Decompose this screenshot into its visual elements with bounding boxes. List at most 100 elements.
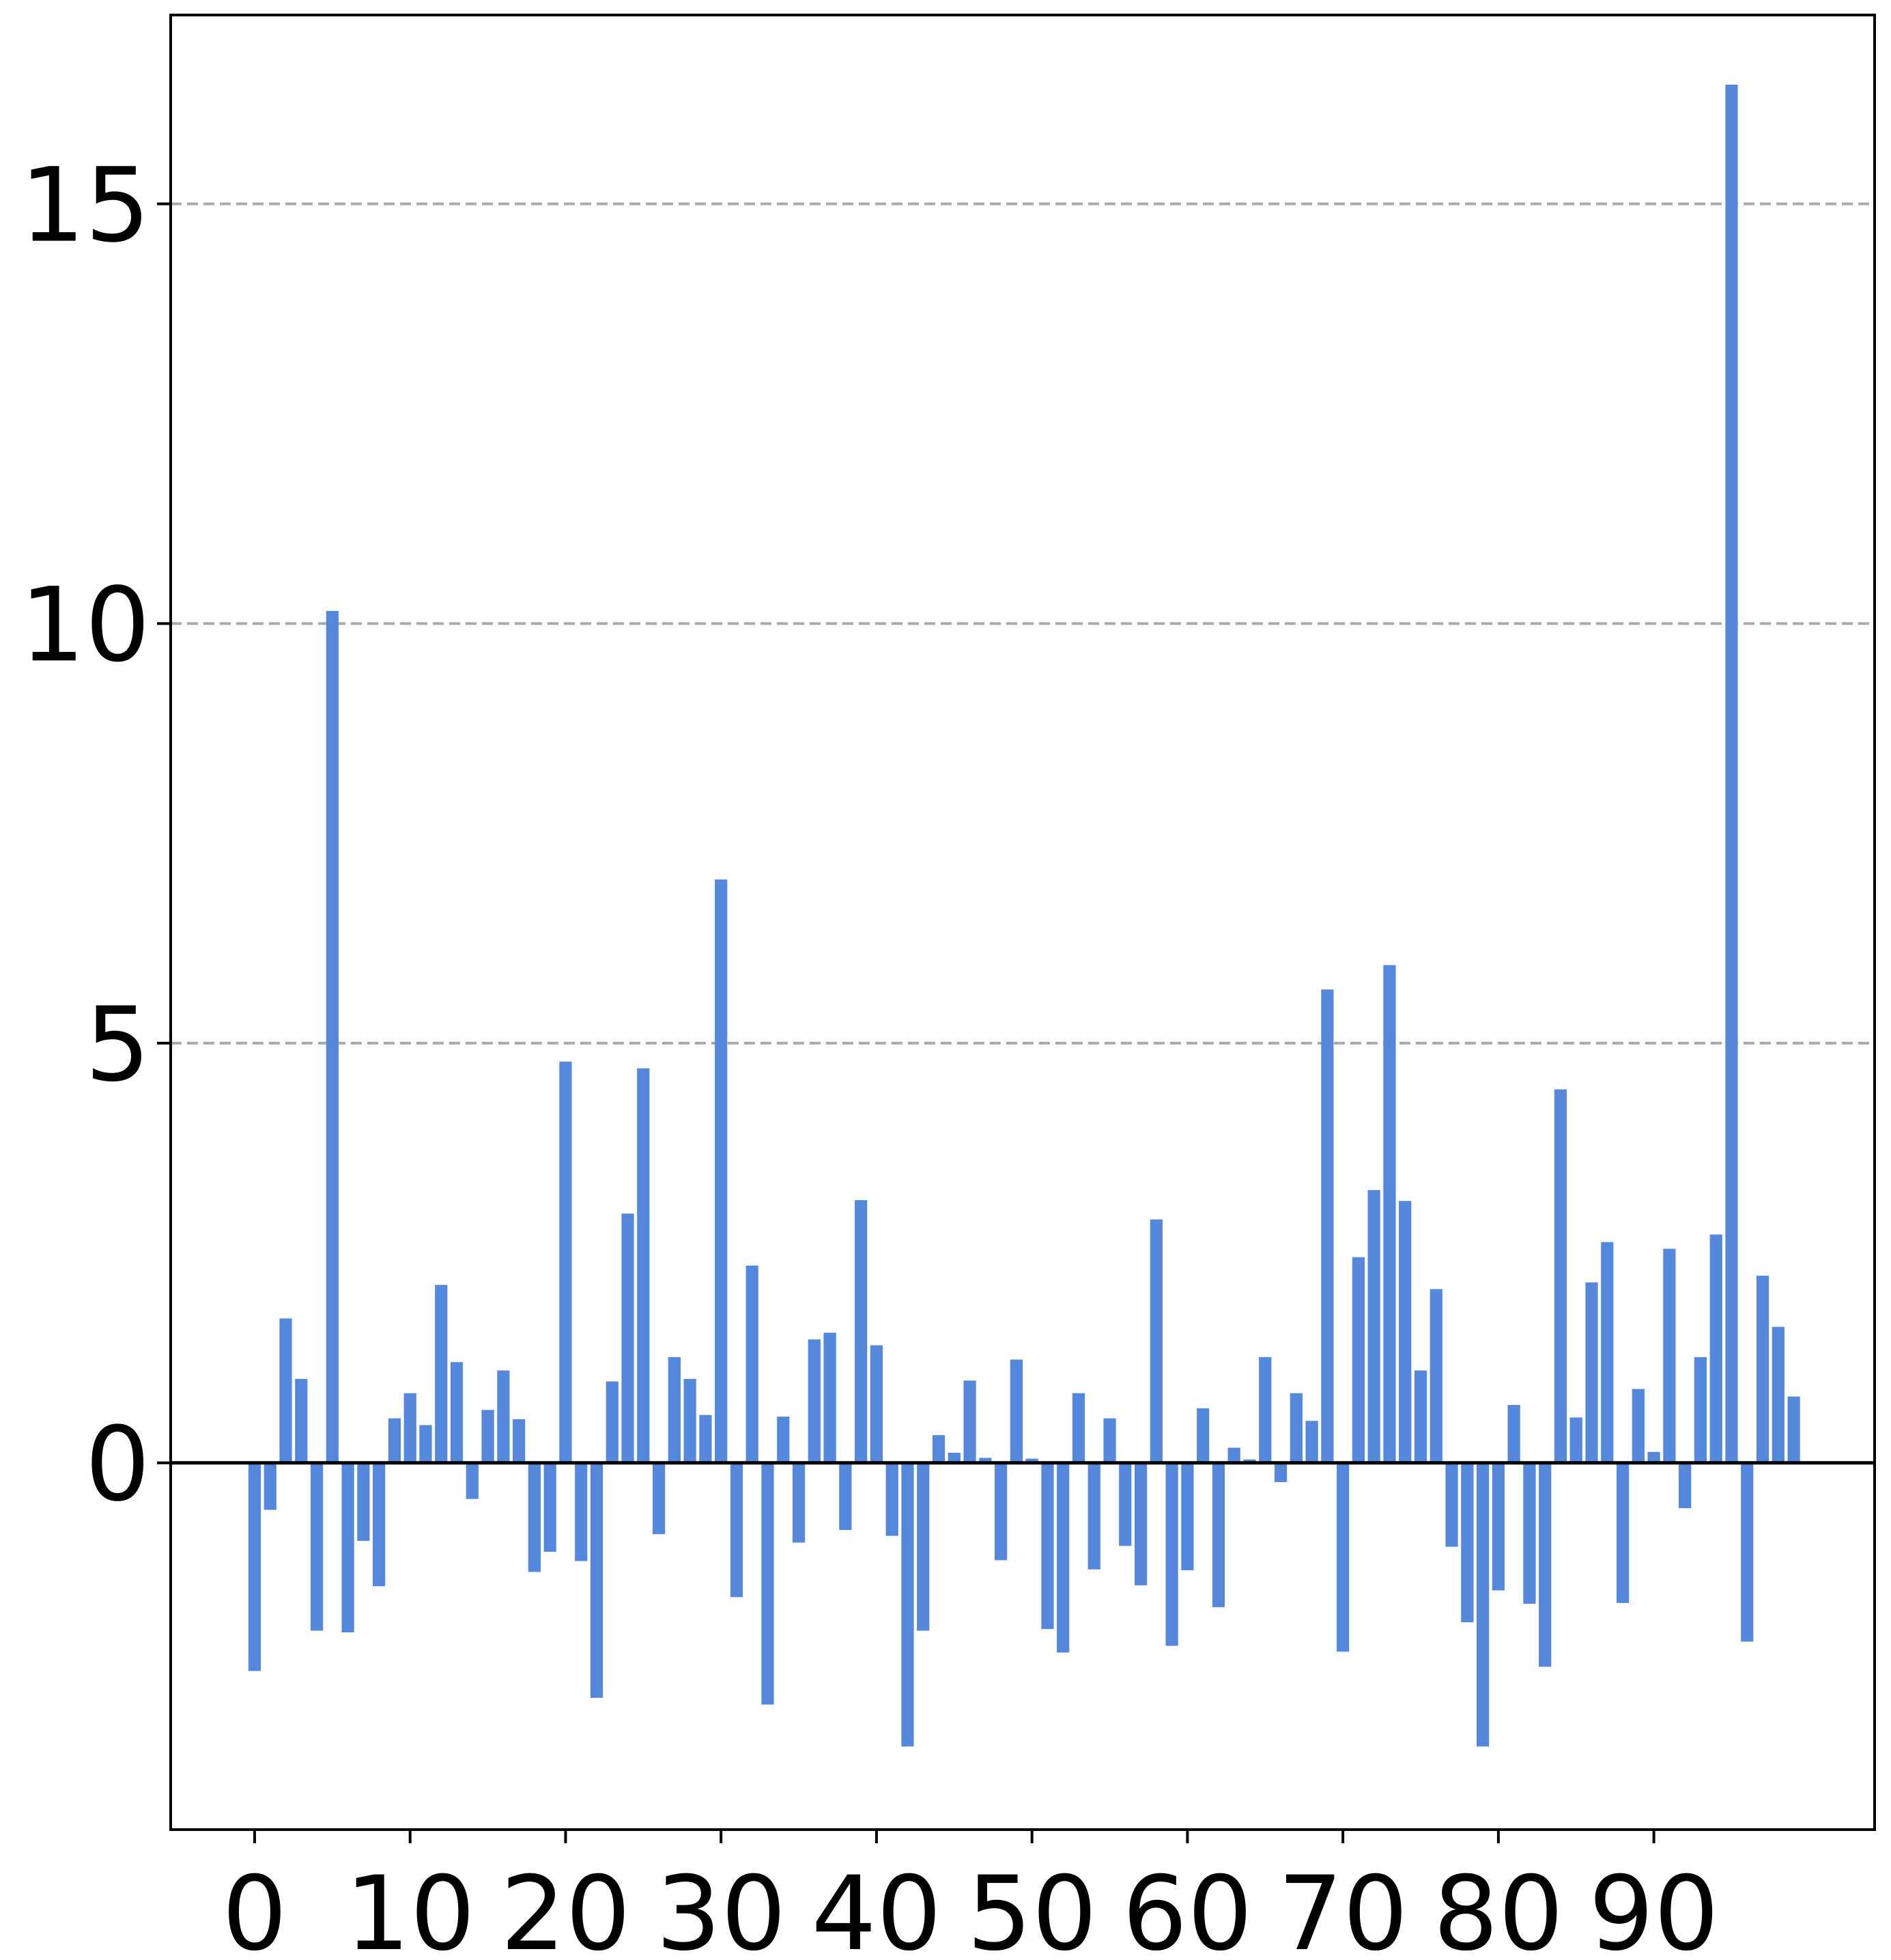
bar <box>341 1462 354 1633</box>
bar <box>466 1462 479 1499</box>
x-tick-label: 10 <box>345 1855 475 1960</box>
bar <box>543 1462 556 1552</box>
bar <box>1709 1234 1722 1463</box>
bar <box>326 610 339 1463</box>
bar <box>1119 1462 1132 1546</box>
bar <box>823 1333 836 1463</box>
bar <box>435 1285 448 1463</box>
bar <box>1445 1462 1458 1547</box>
bar <box>1507 1404 1520 1463</box>
bar <box>699 1415 712 1463</box>
x-tick-label: 80 <box>1433 1855 1563 1960</box>
bar <box>1212 1462 1225 1608</box>
bar <box>1414 1370 1427 1463</box>
bar <box>1756 1275 1769 1463</box>
bar <box>621 1213 634 1463</box>
x-tick-label: 30 <box>656 1855 786 1960</box>
x-tick-label: 90 <box>1589 1855 1719 1960</box>
bar <box>1057 1462 1070 1653</box>
bar <box>1554 1089 1567 1463</box>
bar <box>248 1462 261 1671</box>
bar <box>652 1462 666 1535</box>
bar <box>1352 1257 1365 1463</box>
bar <box>1337 1462 1350 1652</box>
bar <box>559 1062 572 1463</box>
x-tick-label: 40 <box>811 1855 941 1960</box>
bar <box>948 1452 961 1463</box>
bar <box>1305 1421 1318 1463</box>
y-tick-label: 15 <box>20 147 150 266</box>
bar <box>1150 1219 1163 1463</box>
bar <box>528 1462 541 1572</box>
y-tick-label: 10 <box>20 566 150 685</box>
bar <box>1087 1462 1100 1570</box>
bar <box>1290 1393 1303 1463</box>
bar <box>1694 1357 1707 1463</box>
bar <box>450 1362 464 1463</box>
bar <box>310 1462 324 1631</box>
bar <box>839 1462 852 1531</box>
bar <box>1461 1462 1474 1623</box>
bar <box>870 1345 883 1463</box>
bar <box>279 1318 292 1463</box>
bar <box>481 1410 494 1463</box>
bar <box>715 879 728 1463</box>
bar <box>1725 85 1738 1463</box>
bar <box>1274 1462 1288 1483</box>
bar <box>419 1425 432 1463</box>
bar <box>295 1378 308 1463</box>
x-tick-label: 60 <box>1122 1855 1253 1960</box>
bar <box>901 1462 914 1747</box>
plot-area <box>171 85 1875 1747</box>
bar <box>637 1068 650 1463</box>
bar <box>264 1462 276 1510</box>
bar <box>917 1462 930 1631</box>
bar <box>1072 1393 1085 1463</box>
bar <box>979 1458 992 1463</box>
bar <box>808 1339 821 1463</box>
bar <box>792 1462 806 1543</box>
bar <box>1197 1408 1210 1463</box>
bar <box>373 1462 386 1587</box>
bar <box>1476 1462 1490 1747</box>
bar <box>1025 1458 1038 1463</box>
bar <box>1165 1462 1178 1646</box>
bar <box>1601 1242 1614 1463</box>
bar <box>1103 1418 1116 1463</box>
bar <box>1663 1249 1676 1463</box>
bar <box>963 1380 976 1463</box>
bar <box>1539 1462 1552 1667</box>
bar <box>575 1462 588 1561</box>
bar <box>1259 1357 1272 1463</box>
bar <box>403 1393 416 1463</box>
bar <box>1430 1289 1442 1463</box>
x-tick-label: 50 <box>967 1855 1097 1960</box>
x-tick-label: 20 <box>500 1855 631 1960</box>
bar <box>1367 1190 1380 1463</box>
bar <box>606 1381 619 1463</box>
x-tick-label: 70 <box>1278 1855 1408 1960</box>
bar <box>745 1265 758 1463</box>
bar <box>932 1435 946 1463</box>
bar <box>388 1418 401 1463</box>
bar <box>1399 1201 1412 1463</box>
bar <box>1679 1462 1692 1509</box>
bar <box>1772 1326 1785 1463</box>
bar <box>1321 989 1334 1463</box>
bar <box>1041 1462 1054 1630</box>
bar <box>683 1378 696 1463</box>
bar <box>1227 1447 1240 1463</box>
bar <box>668 1357 681 1463</box>
bar <box>1741 1462 1754 1642</box>
bar <box>1523 1462 1536 1604</box>
bar <box>590 1462 603 1698</box>
bar <box>730 1462 743 1597</box>
bar <box>1492 1462 1505 1591</box>
x-tick-label: 0 <box>222 1855 287 1960</box>
axes-frame <box>169 14 1876 1831</box>
bar <box>1647 1451 1660 1463</box>
bar <box>885 1462 898 1536</box>
bar <box>1010 1359 1023 1463</box>
bar <box>357 1462 370 1542</box>
y-tick-label: 5 <box>85 986 150 1105</box>
